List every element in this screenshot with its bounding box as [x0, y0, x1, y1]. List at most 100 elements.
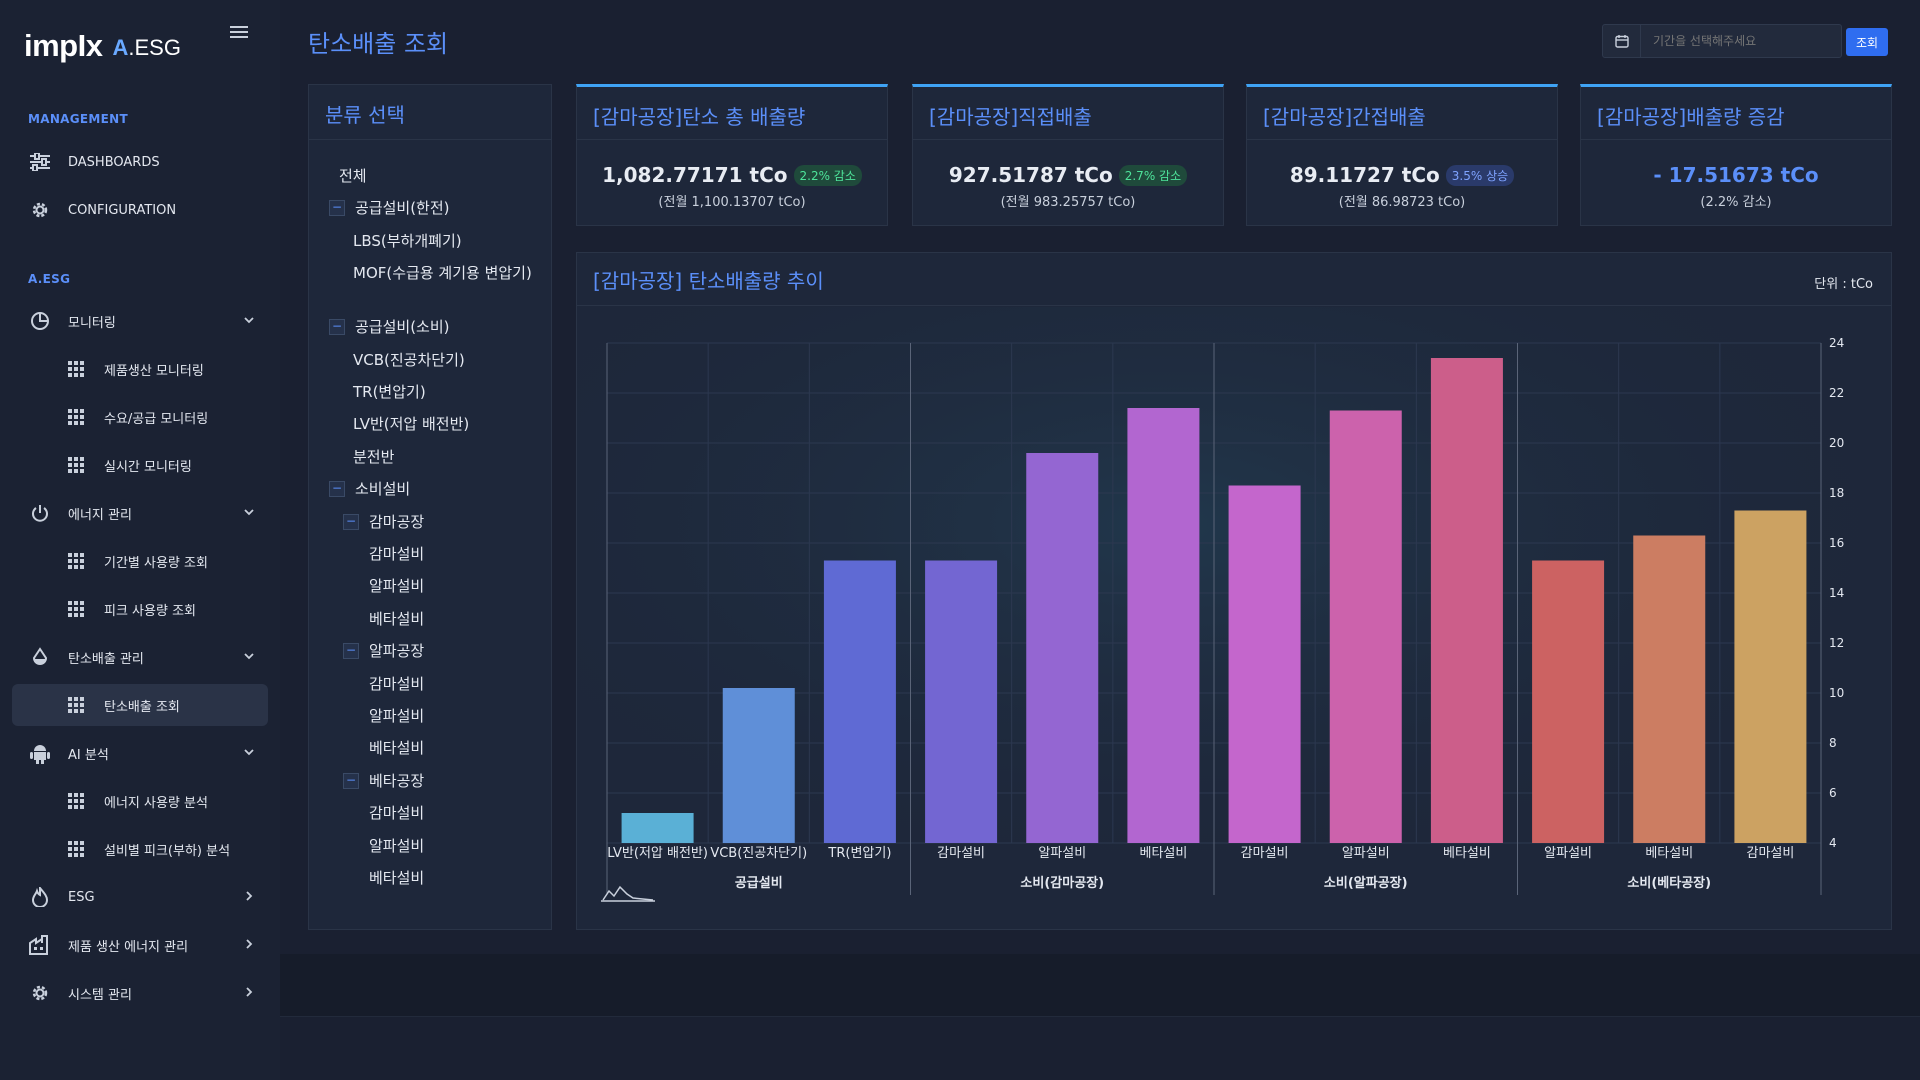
kpi-change-badge: 2.2% 감소	[793, 164, 862, 186]
x-tick-label: VCB(진공차단기)	[710, 846, 807, 861]
logo[interactable]: impIx A.ESG	[24, 14, 181, 64]
collapse-icon[interactable]: −	[343, 772, 359, 789]
tree-node[interactable]: TR(변압기)	[353, 381, 543, 403]
tree-node-label: 분전반	[353, 447, 395, 466]
bar	[1734, 510, 1807, 843]
tree-node-label: 소비설비	[355, 480, 411, 499]
tree-node[interactable]: − 알파공장	[343, 640, 533, 662]
bar	[1430, 358, 1503, 843]
brand-product: A.ESG	[112, 35, 181, 60]
nav-esg[interactable]: ESG	[12, 876, 268, 918]
bar	[1127, 408, 1200, 843]
y-tick-label: 16	[1829, 536, 1844, 550]
nav-carbon-query[interactable]: 탄소배출 조회	[12, 684, 268, 726]
tree-node[interactable]: 분전반	[353, 446, 543, 468]
tree-node[interactable]: 감마설비	[369, 802, 559, 824]
kpi-value: 927.51787 tCo	[948, 163, 1113, 187]
tree-node[interactable]: 알파설비	[369, 705, 559, 727]
x-tick-label: 감마설비	[1746, 846, 1794, 861]
tree-node[interactable]: LV반(저압 배전반)	[353, 413, 543, 435]
nav-energy[interactable]: 에너지 관리	[12, 492, 268, 534]
gear-icon	[28, 198, 52, 222]
nav-peak-analysis[interactable]: 설비별 피크(부하) 분석	[12, 828, 268, 870]
tree-node[interactable]: − 베타공장	[343, 770, 533, 792]
nav-peak-usage[interactable]: 피크 사용량 조회	[12, 588, 268, 630]
kpi-title: [감마공장]배출량 증감	[1597, 105, 1785, 129]
nav-supply-monitoring[interactable]: 수요/공급 모니터링	[12, 396, 268, 438]
tree-node[interactable]: 감마설비	[369, 543, 559, 565]
tree-node[interactable]: 알파설비	[369, 575, 559, 597]
bar	[722, 688, 795, 843]
nav-product-energy[interactable]: 제품 생산 에너지 관리	[12, 924, 268, 966]
tree-node-label: 알파공장	[369, 642, 425, 661]
nav-system[interactable]: 시스템 관리	[12, 972, 268, 1014]
date-range-picker[interactable]	[1602, 24, 1842, 58]
page-title: 탄소배출 조회	[308, 30, 449, 58]
chevron-down-icon	[244, 509, 254, 516]
nav-ai[interactable]: AI 분석	[12, 732, 268, 774]
tree-node[interactable]: − 공급설비(소비)	[329, 316, 519, 338]
chart-title: [감마공장] 탄소배출량 추이	[593, 269, 824, 293]
tree-node[interactable]: 베타설비	[369, 867, 559, 889]
y-tick-label: 6	[1829, 786, 1837, 800]
menu-toggle-icon[interactable]	[230, 26, 248, 40]
bar	[1633, 535, 1706, 843]
collapse-icon[interactable]: −	[329, 481, 345, 498]
nav-configuration[interactable]: CONFIGURATION	[12, 189, 268, 231]
nav-realtime-monitoring-label: 실시간 모니터링	[104, 459, 192, 475]
kpi-value: 1,082.77171 tCo	[602, 163, 788, 187]
collapse-icon[interactable]: −	[329, 200, 345, 217]
tree-node-label: 전체	[339, 167, 367, 185]
group-label: 공급설비	[735, 876, 783, 891]
x-tick-label: 알파설비	[1342, 846, 1390, 861]
kpi-change-badge: 3.5% 상승	[1445, 164, 1515, 186]
tree-node-label: 베타설비	[369, 609, 425, 628]
tree-node[interactable]: 베타설비	[369, 737, 559, 759]
tree-node[interactable]: 알파설비	[369, 835, 559, 857]
tree-node[interactable]: 전체	[339, 165, 529, 187]
bar	[1228, 485, 1301, 843]
nav-energy-analysis[interactable]: 에너지 사용량 분석	[12, 780, 268, 822]
nav-period-usage[interactable]: 기간별 사용량 조회	[12, 540, 268, 582]
nav-supply-monitoring-label: 수요/공급 모니터링	[104, 411, 209, 427]
section-aesg: A.ESG	[28, 272, 71, 286]
tree-node[interactable]: VCB(진공차단기)	[353, 349, 543, 371]
tree-node-label: 감마설비	[369, 545, 425, 563]
sliders-icon	[28, 150, 52, 174]
y-tick-label: 4	[1829, 836, 1837, 850]
nav-monitoring[interactable]: 모니터링	[12, 300, 268, 342]
grid-icon	[68, 601, 84, 617]
tree-node[interactable]: 베타설비	[369, 608, 559, 630]
kpi-previous: (전월 86.98723 tCo)	[1338, 195, 1466, 210]
kpi-title: [감마공장]간접배출	[1263, 105, 1426, 129]
calendar-icon[interactable]	[1603, 25, 1641, 57]
tree-node[interactable]: MOF(수급용 계기용 변압기)	[353, 262, 543, 284]
nav-configuration-label: CONFIGURATION	[68, 202, 177, 218]
x-tick-label: TR(변압기)	[827, 846, 891, 861]
y-tick-label: 8	[1829, 736, 1837, 750]
collapse-icon[interactable]: −	[329, 319, 345, 336]
bar	[1026, 453, 1099, 843]
nav-realtime-monitoring[interactable]: 실시간 모니터링	[12, 444, 268, 486]
search-button[interactable]: 조회	[1846, 28, 1888, 56]
chart-panel: [감마공장] 탄소배출량 추이 단위 : tCo 4 6 8 10 12 14 16 18 20…	[576, 252, 1893, 931]
tree-node[interactable]: − 소비설비	[329, 478, 519, 500]
tree-node[interactable]: − 공급설비(한전)	[329, 197, 519, 219]
tree-node[interactable]: − 감마공장	[343, 511, 533, 533]
grid-icon	[68, 361, 84, 377]
grid-icon	[68, 841, 84, 857]
date-range-input[interactable]	[1641, 34, 1831, 48]
nav-product-monitoring[interactable]: 제품생산 모니터링	[12, 348, 268, 390]
nav-dashboards[interactable]: DASHBOARDS	[12, 141, 268, 183]
nav-carbon[interactable]: 탄소배출 관리	[12, 636, 268, 678]
kpi-title: [감마공장]직접배출	[929, 105, 1092, 129]
tree-node-label: 감마설비	[369, 674, 425, 693]
y-tick-label: 22	[1829, 386, 1844, 400]
nav-carbon-query-label: 탄소배출 조회	[104, 699, 180, 715]
collapse-icon[interactable]: −	[343, 513, 359, 530]
tree-node[interactable]: 감마설비	[369, 673, 559, 695]
footer	[280, 954, 1920, 1016]
tree-node[interactable]: LBS(부하개폐기)	[353, 230, 543, 252]
y-tick-label: 14	[1829, 586, 1844, 600]
collapse-icon[interactable]: −	[343, 643, 359, 660]
